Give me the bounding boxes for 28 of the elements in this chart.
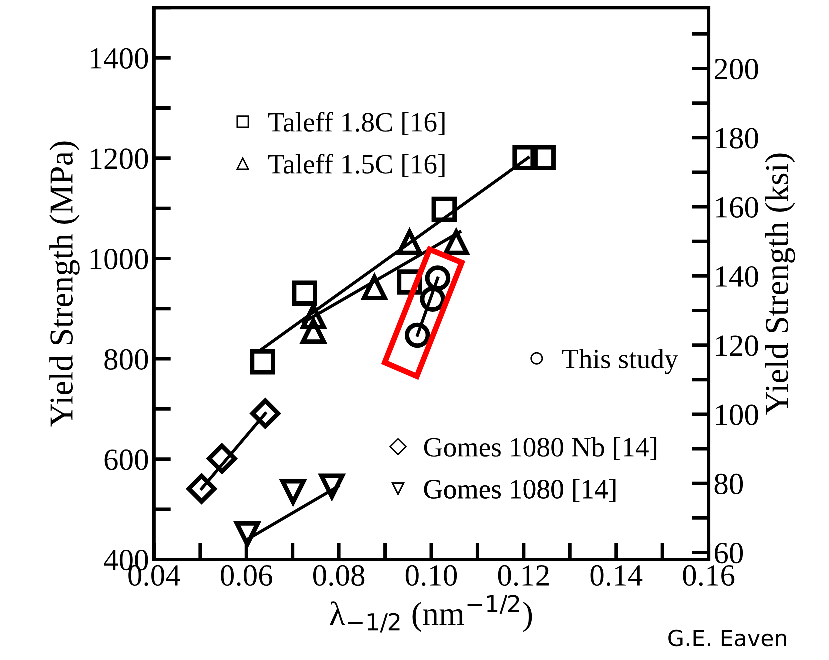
y-tick-label: 800: [104, 349, 148, 370]
y-axis-title: Yield Strength (MPa): [50, 142, 80, 427]
y-tick-label: 1400: [90, 48, 148, 69]
y2-tick-label: 100: [716, 404, 758, 426]
legend-label: Gomes 1080 Nb [14]: [424, 437, 657, 460]
y2-tick-label: 60: [714, 543, 744, 564]
x-tick-label: 0.08: [313, 565, 365, 586]
y2-tick-label: 160: [716, 197, 758, 218]
y2-tick-label: 200: [715, 59, 758, 80]
legend-label: Taleff 1.5C [16]: [268, 154, 445, 178]
y-tick-label: 1200: [90, 148, 148, 170]
x-tick-label: 0.16: [683, 565, 735, 586]
text: G.E. Eaven: [668, 630, 786, 647]
x-tick-label: 0.06: [221, 565, 272, 586]
x-axis-title: λ$_{−1/2}$ (nm$^{−1/2}$): [330, 595, 532, 633]
x-tick-label: 0.14: [590, 565, 643, 586]
y-tick-label: 600: [104, 450, 148, 470]
legend-label: This study: [562, 349, 678, 374]
y2-tick-label: 140: [716, 266, 758, 288]
y2-axis-title: Yield Strength (ksi): [765, 154, 796, 415]
legend-label: Taleff 1.8C [16]: [268, 112, 445, 136]
y2-tick-label: 120: [716, 336, 758, 356]
y2-tick-label: 180: [716, 128, 758, 149]
x-tick-label: 0.10: [406, 565, 458, 586]
legend-label: Gomes 1080 [14]: [424, 479, 616, 502]
x-tick-label: 0.12: [498, 565, 549, 586]
y2-tick-label: 80: [714, 474, 744, 495]
y-tick-label: 1000: [90, 249, 148, 270]
